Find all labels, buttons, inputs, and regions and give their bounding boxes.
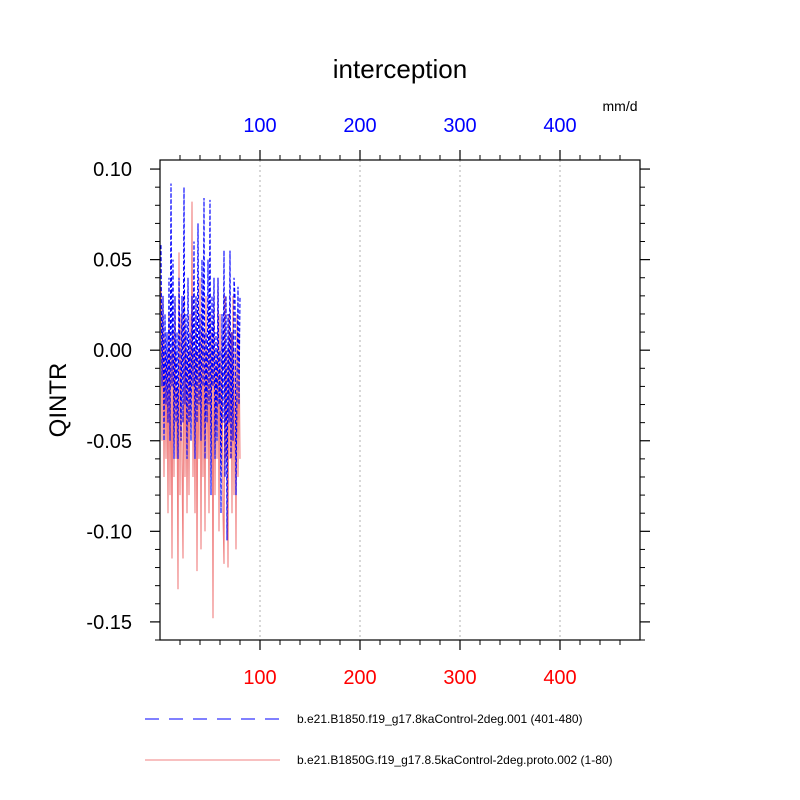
x-tick-label-top-2: 300 xyxy=(443,115,476,137)
x-tick-label-bottom-1: 200 xyxy=(343,667,376,689)
legend: b.e21.B1850.f19_g17.8kaControl-2deg.001 … xyxy=(145,712,613,767)
x-tick-label-top-3: 400 xyxy=(543,115,576,137)
y-tick-label-3: -0.05 xyxy=(86,431,132,453)
y-axis-label: QINTR xyxy=(45,363,72,438)
y-tick-label-5: -0.15 xyxy=(86,612,132,634)
y-tick-label-0: 0.10 xyxy=(93,159,132,181)
series-layer xyxy=(160,183,241,619)
grid-lines xyxy=(259,160,561,640)
axes: 100 200 300 400 100 200 300 400 0.10 0.05 0.00 -0.0… xyxy=(86,115,650,689)
units-label: mm/d xyxy=(603,98,638,114)
chart-title: interception xyxy=(333,54,467,84)
y-tick-label-2: 0.00 xyxy=(93,340,132,362)
x-tick-label-top-1: 200 xyxy=(343,115,376,137)
x-tick-label-bottom-3: 400 xyxy=(543,667,576,689)
y-tick-label-4: -0.10 xyxy=(86,521,132,543)
y-tick-label-1: 0.05 xyxy=(93,250,132,272)
x-tick-label-bottom-2: 300 xyxy=(443,667,476,689)
legend-label-1: b.e21.B1850G.f19_g17.8.5kaControl-2deg.p… xyxy=(297,753,613,767)
x-tick-label-bottom-0: 100 xyxy=(243,667,276,689)
legend-label-0: b.e21.B1850.f19_g17.8kaControl-2deg.001 … xyxy=(297,712,583,726)
x-tick-label-top-0: 100 xyxy=(243,115,276,137)
series-line-0 xyxy=(160,183,241,541)
